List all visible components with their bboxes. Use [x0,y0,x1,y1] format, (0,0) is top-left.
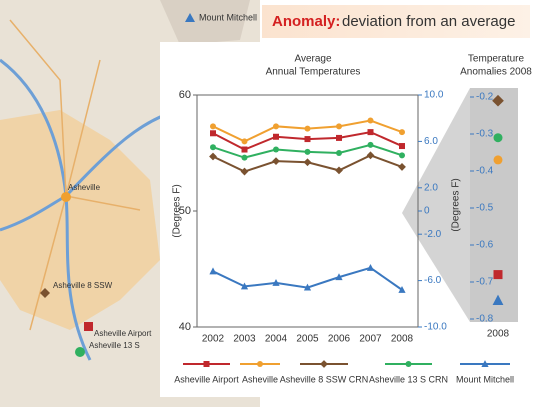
chart-title: Anomalies 2008 [460,67,532,78]
map-marker [84,322,93,331]
chart-title: Temperature [468,54,525,65]
marker [399,152,405,158]
marker [494,270,503,279]
marker [242,138,248,144]
x-tick-label: 2005 [296,334,319,345]
marker [336,135,342,141]
map-label: Mount Mitchell [199,12,257,22]
banner-term: Anomaly: [272,13,340,30]
map-label: Asheville Airport [94,329,152,338]
page: Mount Mitchell Asheville Asheville 8 SSW… [0,0,537,407]
map-label: Asheville 13 S [89,341,140,350]
marker [305,126,311,132]
x-tick-label: 2006 [328,334,351,345]
y-tick-label: -0.3 [476,129,494,140]
y2-tick-label: 0 [424,206,430,217]
marker [494,155,503,164]
x-tick-label: 2004 [265,334,288,345]
marker [242,147,248,153]
marker [210,130,216,136]
marker [273,147,279,153]
map-marker [75,347,85,357]
y-axis-title: (Degrees F) [451,178,462,231]
y2-tick-label: 6.0 [424,136,438,147]
banner-definition: deviation from an average [342,13,515,30]
y-tick-label: 40 [179,321,191,333]
marker [204,361,210,367]
y-tick-label: -0.2 [476,92,494,103]
marker [257,361,263,367]
y2-tick-label: -6.0 [424,275,442,286]
marker [210,144,216,150]
marker [406,361,412,367]
y-tick-label: -0.7 [476,277,494,288]
y2-tick-label: -2.0 [424,229,442,240]
marker [242,155,248,161]
marker [305,149,311,155]
y-tick-label: 50 [179,205,191,217]
marker [273,134,279,140]
y-tick-label: -0.6 [476,240,494,251]
y2-tick-label: 2.0 [424,182,438,193]
x-tick-label: 2008 [391,334,414,345]
marker [336,123,342,129]
x-tick-label: 2007 [359,334,382,345]
marker [399,143,405,149]
marker [368,142,374,148]
legend-label: Asheville 13 S CRN [369,374,448,384]
y2-tick-label: -10.0 [424,322,447,333]
chart-title: Annual Temperatures [266,67,361,78]
y-tick-label: -0.5 [476,203,494,214]
marker [273,123,279,129]
x-tick-label: 2003 [233,334,256,345]
marker [494,133,503,142]
marker [368,129,374,135]
marker [336,150,342,156]
map-label: Asheville 8 SSW [53,281,113,290]
map-label: Asheville [68,183,101,192]
y2-tick-label: 10.0 [424,90,444,101]
x-tick-label: 2008 [487,329,510,340]
chart-title: Average [294,54,332,65]
marker [399,129,405,135]
y-tick-label: 60 [179,89,191,101]
legend-label: Asheville Airport [174,374,239,384]
legend-label: Asheville 8 SSW CRN [280,374,369,384]
legend-label: Mount Mitchell [456,374,514,384]
y-tick-label: -0.4 [476,166,494,177]
marker [305,136,311,142]
marker [368,118,374,124]
map-marker [61,192,71,202]
x-tick-label: 2002 [202,334,225,345]
legend-label: Asheville [242,374,278,384]
marker [210,123,216,129]
y-tick-label: -0.8 [476,314,494,325]
